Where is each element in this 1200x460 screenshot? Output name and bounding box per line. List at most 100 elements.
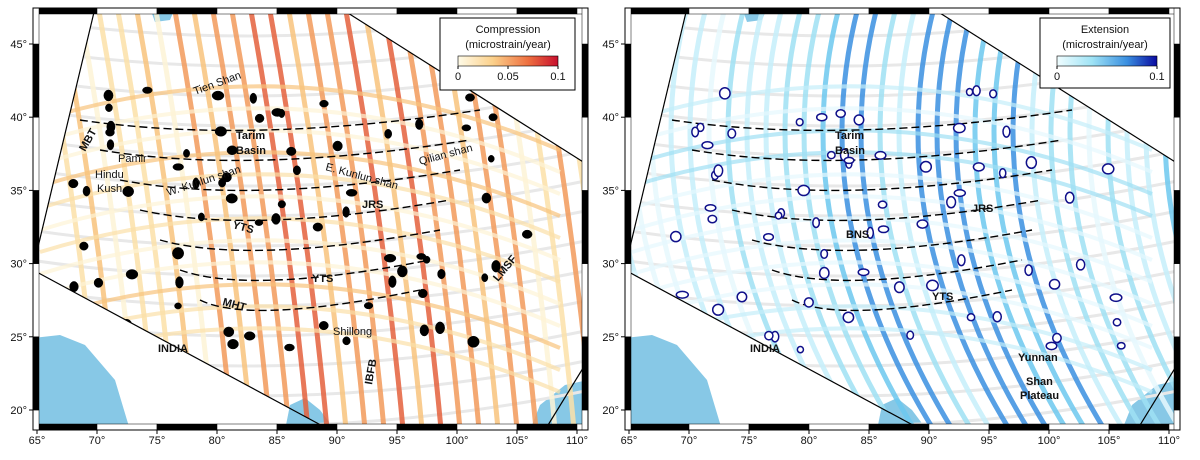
sea xyxy=(530,380,588,430)
scale-bar xyxy=(1173,336,1181,411)
scale-bar xyxy=(516,7,578,15)
scale-bar xyxy=(688,7,750,15)
focal-mechanism xyxy=(843,156,855,165)
scale-bar xyxy=(516,423,578,431)
focal-mechanism xyxy=(249,92,257,104)
focal-mechanism xyxy=(223,326,235,338)
focal-mechanism xyxy=(796,345,805,354)
focal-mechanism xyxy=(221,172,232,183)
scale-bar xyxy=(396,7,458,15)
focal-mechanism xyxy=(106,120,116,133)
scale-bar xyxy=(216,423,278,431)
scale-bar xyxy=(748,7,810,15)
lat-label: 45° xyxy=(10,39,27,51)
lon-label: 80° xyxy=(801,435,818,447)
focal-mechanism xyxy=(481,273,489,283)
focal-mechanism xyxy=(803,297,814,308)
focal-mechanism xyxy=(107,341,117,354)
strain-line xyxy=(953,8,1057,430)
fault xyxy=(159,229,441,252)
focal-mechanism xyxy=(704,203,717,212)
focal-mechanism xyxy=(946,195,957,209)
scale-bar xyxy=(1173,7,1181,45)
focal-mechanism xyxy=(197,212,205,222)
domain-edge xyxy=(624,7,688,269)
scale-bar xyxy=(156,7,218,15)
domain-edge xyxy=(624,269,923,431)
focal-mechanism xyxy=(736,291,748,303)
lat-label: 45° xyxy=(602,39,619,51)
focal-mechanism xyxy=(284,343,295,352)
focal-mechanism xyxy=(415,118,424,130)
focal-mechanism xyxy=(271,213,281,225)
scale-bar xyxy=(928,7,990,15)
strain-line xyxy=(934,8,1038,430)
compression-map: Tien Shan MBT Pamir Hindu Kush Tarim Bas… xyxy=(32,7,589,431)
focal-mechanism xyxy=(419,324,429,337)
focal-mechanism xyxy=(1116,341,1126,350)
grid-strain xyxy=(625,238,1180,278)
scale-bar xyxy=(624,336,632,411)
scale-bar xyxy=(581,336,589,411)
place-label: Shan xyxy=(1026,376,1053,388)
focal-mechanism xyxy=(1051,332,1062,344)
lon-label: 65° xyxy=(29,435,46,447)
strain-line xyxy=(991,8,1095,430)
scale-bar xyxy=(1108,7,1170,15)
focal-mechanism xyxy=(1075,258,1086,271)
focal-mechanism xyxy=(675,290,690,299)
focal-mechanism xyxy=(713,164,724,178)
focal-mechanism xyxy=(174,302,182,310)
focal-mechanism xyxy=(227,339,239,350)
grid-strain xyxy=(625,148,1180,188)
lon-label: 90° xyxy=(921,435,938,447)
axes: 65° 70° 75° 80° 85° 90° 95° 100° 105° 110° 20° 25° 3… xyxy=(10,7,589,447)
lon-label: 110° xyxy=(566,435,588,447)
focal-mechanism xyxy=(397,265,408,278)
scale-bar xyxy=(32,336,40,411)
focal-mechanism xyxy=(105,103,113,112)
focal-mechanism xyxy=(1002,125,1011,138)
fault xyxy=(179,259,431,282)
lon-label: 105° xyxy=(1098,435,1121,447)
scale-bar xyxy=(581,43,589,118)
focal-mechanism xyxy=(68,178,79,189)
focal-mechanism xyxy=(271,108,284,117)
focal-mechanism xyxy=(727,128,737,139)
focal-mechanism xyxy=(857,268,870,277)
focal-mechanism xyxy=(1112,318,1122,327)
scale-bar xyxy=(156,423,218,431)
domain-edge xyxy=(544,359,589,431)
colorbar-label: 0.1 xyxy=(550,71,565,83)
legend-unit: (microstrain/year) xyxy=(1062,39,1148,51)
scale-bar xyxy=(581,7,589,45)
focal-mechanism xyxy=(342,336,351,346)
focal-mechanism xyxy=(1101,163,1115,175)
focal-mechanism xyxy=(254,113,265,123)
focal-mechanism xyxy=(853,114,865,126)
scale-bar xyxy=(456,7,518,15)
strain-line xyxy=(39,260,561,328)
focal-mechanism xyxy=(491,260,501,273)
strain-line xyxy=(379,8,445,430)
scale-bar xyxy=(216,7,278,15)
focal-mechanism xyxy=(998,167,1007,179)
focal-mechanism xyxy=(707,214,718,224)
focal-mechanism xyxy=(711,303,725,316)
domain-edge xyxy=(32,7,96,269)
lon-label: 100° xyxy=(1038,435,1061,447)
scale-bar xyxy=(36,7,98,15)
legend-title: Compression xyxy=(476,24,541,36)
focal-mechanism xyxy=(966,313,976,322)
focal-mechanism xyxy=(175,276,184,289)
scale-bar xyxy=(32,7,40,45)
place-label: Basin xyxy=(835,145,865,157)
scale-bar xyxy=(1173,190,1181,264)
focal-mechanism xyxy=(764,330,774,341)
scale-bar xyxy=(808,423,870,431)
focal-mechanism xyxy=(795,117,804,127)
strain-line xyxy=(39,84,561,152)
strain-line xyxy=(631,106,1153,174)
lon-label: 70° xyxy=(681,435,698,447)
lon-label: 80° xyxy=(209,435,226,447)
